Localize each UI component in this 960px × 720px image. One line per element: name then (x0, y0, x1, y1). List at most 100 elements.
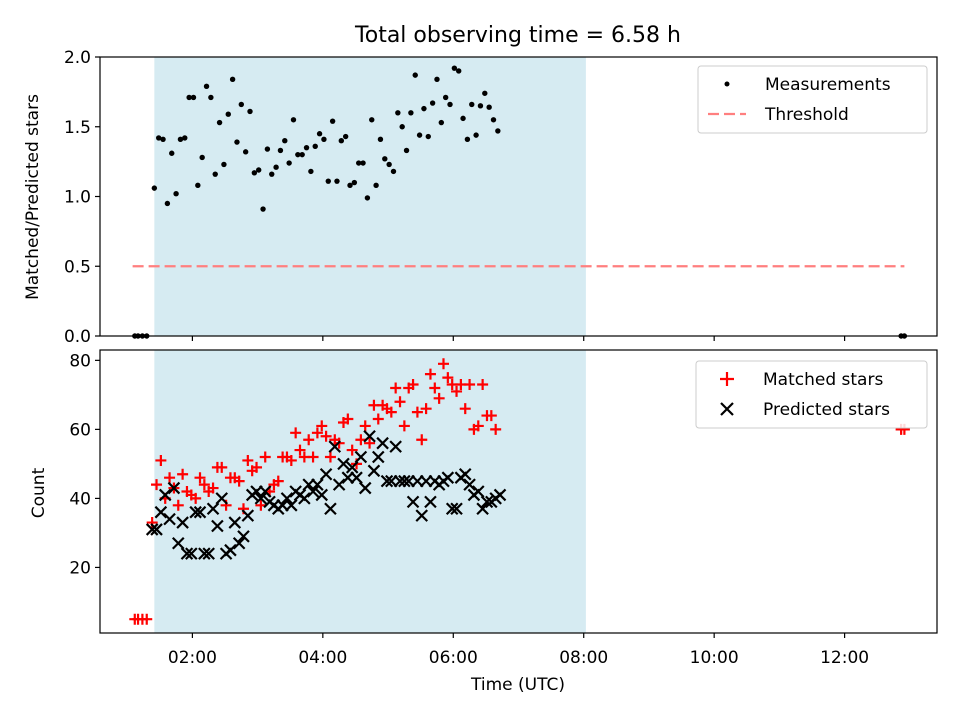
matched-star-point (285, 454, 297, 466)
measurement-point (490, 117, 497, 123)
measurement-point (155, 135, 162, 141)
predicted-star-point (463, 478, 476, 491)
matched-star-point (420, 403, 432, 415)
predicted-star-point (324, 502, 337, 516)
matched-star-point (490, 423, 502, 435)
matched-star-point (472, 420, 484, 432)
measurement-point (416, 132, 423, 138)
matched-star-point (177, 468, 189, 480)
measurement-point (286, 160, 292, 166)
predicted-star-point (319, 467, 333, 481)
measurement-point (347, 182, 353, 189)
predicted-star-point (441, 471, 455, 484)
predicted-star-point (185, 547, 198, 560)
measurement-point (329, 118, 336, 124)
matched-star-point (216, 461, 228, 473)
predicted-star-point (285, 499, 298, 512)
measurement-point (199, 154, 205, 161)
measurement-point (425, 133, 431, 140)
predicted-star-point (228, 516, 242, 529)
measurement-point (177, 136, 184, 143)
matched-star-point (398, 420, 410, 432)
measurement-point (334, 178, 340, 184)
measurement-point (295, 151, 301, 158)
bottom-panel: 02:00 04:00 06:00 08:00 10:00 12:00 20 40 60 80 C… (29, 349, 938, 695)
matched-star-point (407, 379, 419, 391)
measurement-point (190, 94, 197, 101)
measurement-point (325, 178, 331, 184)
measurement-point (195, 182, 201, 189)
predicted-star-point (380, 474, 394, 488)
matched-star-point (251, 461, 263, 473)
measurement-point (234, 139, 240, 145)
predicted-star-point (445, 502, 459, 516)
predicted-star-point (145, 523, 159, 536)
predicted-star-point (171, 536, 185, 550)
measurement-point (312, 143, 318, 149)
bottom-legend-frame (695, 360, 928, 429)
bottom-xlabel: Time (UTC) (470, 675, 565, 695)
top-legend-frame (697, 65, 928, 134)
predicted-star-point (241, 509, 255, 522)
measurement-point (290, 117, 297, 123)
xtick-label: 12:00 (820, 648, 869, 668)
top-ytick-label: 1.0 (64, 188, 91, 208)
measurement-point (256, 167, 262, 173)
measurement-point (451, 65, 458, 71)
matched-star-point (307, 451, 319, 463)
measurement-point (160, 136, 166, 143)
predicted-star-point (311, 478, 324, 491)
predicted-star-point (180, 547, 194, 560)
top-axes-frame (99, 56, 938, 337)
bottom-ylabel: Count (29, 467, 49, 518)
measurement-point (208, 94, 214, 101)
matched-stars-legend-label: Matched stars (763, 370, 883, 390)
predicted-star-point (206, 502, 220, 516)
matched-star-point (364, 437, 376, 449)
measurement-point (403, 147, 410, 154)
predicted-star-point (406, 495, 420, 509)
predicted-star-point (458, 467, 472, 481)
measurement-point (369, 117, 375, 123)
top-ylabel: Matched/Predicted stars (23, 94, 43, 300)
predicted-stars-legend-marker (720, 402, 734, 416)
top-ytick-label: 1.5 (64, 118, 91, 138)
threshold-legend-label: Threshold (764, 105, 849, 125)
matched-star-point (424, 368, 436, 380)
measurement-point (390, 168, 397, 175)
measurement-point (351, 179, 358, 186)
measurement-point (186, 94, 192, 101)
predicted-star-point (193, 505, 207, 519)
matched-star-point (311, 427, 323, 439)
measurement-point (373, 182, 379, 189)
matched-star-point (316, 420, 328, 432)
predicted-star-point (363, 430, 376, 443)
matched-star-point (164, 472, 176, 484)
matched-star-point (172, 499, 184, 511)
measurement-point (364, 195, 371, 201)
matched-star-point (459, 403, 471, 415)
predicted-star-point (472, 485, 485, 498)
predicted-star-point (493, 488, 507, 502)
predicted-star-point (398, 474, 411, 488)
predicted-star-point (254, 492, 268, 505)
measurement-point (164, 200, 171, 207)
predicted-star-point (337, 457, 350, 471)
measurement-point (377, 136, 384, 143)
measurement-point (173, 191, 179, 197)
predicted-star-point (371, 450, 385, 464)
matched-star-point (355, 434, 367, 446)
top-panel: 0.00.51.01.52.0 Matched/Predicted stars … (23, 48, 938, 347)
xtick-label: 02:00 (168, 648, 217, 668)
measurement-point (438, 119, 445, 126)
predicted-star-point (332, 478, 346, 491)
figure-title: Total observing time = 6.58 h (354, 23, 681, 48)
predicted-star-point (150, 523, 163, 536)
predicted-star-point (415, 509, 429, 522)
matched-star-point (303, 434, 315, 446)
matched-star-point (198, 479, 210, 491)
predicted-stars-legend-label: Predicted stars (763, 400, 890, 420)
predicted-star-point (450, 502, 463, 516)
predicted-star-point (367, 464, 381, 478)
